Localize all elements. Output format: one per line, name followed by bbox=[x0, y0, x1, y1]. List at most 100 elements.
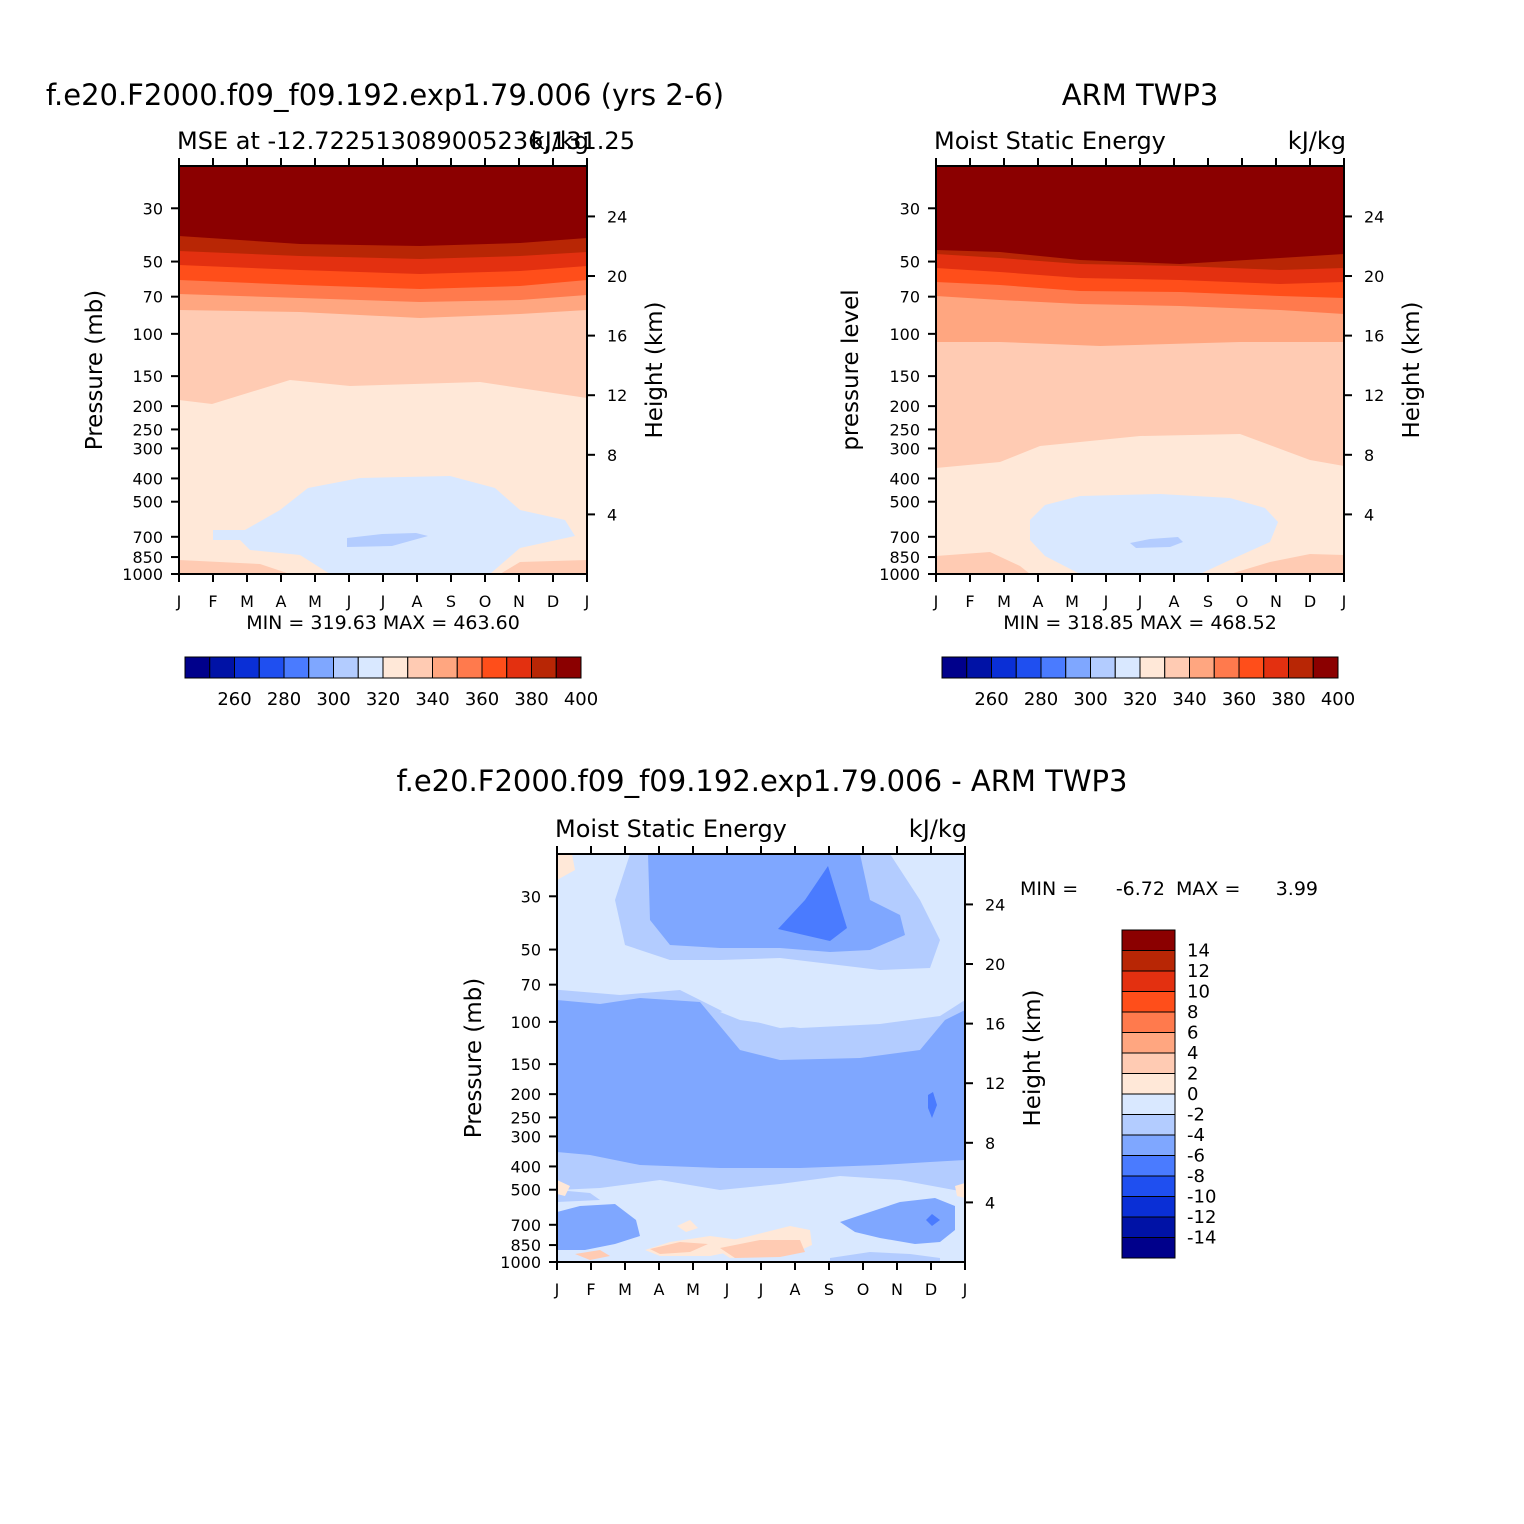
colorbar-box bbox=[1121, 1216, 1176, 1238]
x-tick-label: M bbox=[997, 592, 1011, 611]
contour-fill-neg8-small bbox=[928, 1092, 937, 1118]
contour-fill-neg6-low-left bbox=[557, 1204, 640, 1250]
colorbar-label: 4 bbox=[1187, 1043, 1198, 1064]
contour-fill-neg8-low bbox=[926, 1214, 940, 1226]
colorbar-label: 320 bbox=[1123, 689, 1157, 710]
colorbar-label: 2 bbox=[1187, 1064, 1198, 1085]
y-right-tick-label: 4 bbox=[1364, 505, 1374, 524]
y-tick-label: 300 bbox=[510, 1127, 541, 1146]
colorbar-box bbox=[1238, 656, 1265, 679]
colorbar-label: 400 bbox=[564, 689, 598, 710]
x-tick-label: M bbox=[240, 592, 254, 611]
colorbar-box bbox=[357, 656, 384, 679]
panel-diff-title: f.e20.F2000.f09_f09.192.exp1.79.006 - AR… bbox=[397, 764, 1128, 798]
colorbar-box bbox=[1065, 656, 1091, 679]
y-right-tick-label: 16 bbox=[985, 1015, 1005, 1034]
y-tick-label: 850 bbox=[510, 1236, 541, 1255]
contour-fill-surface-left bbox=[936, 552, 1030, 574]
contour-fill-pos-c bbox=[677, 1220, 698, 1232]
y-tick-label: 200 bbox=[132, 397, 163, 416]
x-tick-label: A bbox=[276, 592, 287, 611]
x-tick-label: F bbox=[965, 592, 974, 611]
colorbar-label: 280 bbox=[267, 689, 301, 710]
colorbar-label: 360 bbox=[465, 689, 499, 710]
x-tick-label: J bbox=[176, 592, 182, 611]
colorbar-box bbox=[1114, 656, 1141, 679]
colorbar-box bbox=[258, 656, 285, 679]
colorbar-box bbox=[184, 656, 211, 679]
y-right-tick-label: 20 bbox=[607, 267, 627, 286]
x-tick-label: A bbox=[1169, 592, 1180, 611]
panel-obs-contours bbox=[936, 166, 1344, 574]
colorbar-label: -6 bbox=[1187, 1146, 1205, 1167]
x-tick-label: N bbox=[891, 1280, 903, 1299]
y-tick-label: 250 bbox=[132, 420, 163, 439]
contour-fill-320 bbox=[347, 533, 428, 547]
y-tick-label: 500 bbox=[510, 1181, 541, 1200]
contour-fill-pos-edge-right bbox=[955, 1183, 965, 1198]
contour-fill-neg4-surface bbox=[830, 1252, 940, 1262]
x-tick-label: J bbox=[1103, 592, 1109, 611]
colorbar-label: 280 bbox=[1024, 689, 1058, 710]
colorbar-box bbox=[1164, 656, 1190, 679]
x-tick-label: O bbox=[1236, 592, 1249, 611]
y-tick-label: 200 bbox=[510, 1085, 541, 1104]
colorbar-box bbox=[1312, 656, 1339, 679]
contour-fill-400b bbox=[179, 166, 587, 246]
y-right-tick-label: 24 bbox=[1364, 207, 1384, 226]
y-right-tick-label: 12 bbox=[607, 386, 627, 405]
x-tick-label: F bbox=[586, 1280, 595, 1299]
x-tick-label: M bbox=[308, 592, 322, 611]
colorbar-box bbox=[1090, 656, 1116, 679]
colorbar-box bbox=[481, 656, 508, 679]
y-right-tick-label: 20 bbox=[985, 955, 1005, 974]
y-tick-label: 1000 bbox=[500, 1253, 541, 1272]
y-right-tick-label: 20 bbox=[1364, 267, 1384, 286]
colorbar-box bbox=[1288, 656, 1314, 679]
x-tick-label: J bbox=[1137, 592, 1143, 611]
colorbar-box bbox=[966, 656, 992, 679]
x-tick-label: F bbox=[208, 592, 217, 611]
y-right-tick-label: 4 bbox=[607, 505, 617, 524]
colorbar-box bbox=[1121, 950, 1176, 972]
colorbar-box bbox=[1189, 656, 1215, 679]
colorbar-box bbox=[1213, 656, 1240, 679]
x-tick-label: A bbox=[1033, 592, 1044, 611]
panel-obs-minmax: MIN = 318.85 MAX = 468.52 bbox=[1003, 612, 1277, 634]
x-tick-label: M bbox=[686, 1280, 700, 1299]
x-tick-label: A bbox=[790, 1280, 801, 1299]
contour-fill-330 bbox=[213, 476, 575, 574]
y-tick-label: 400 bbox=[510, 1157, 541, 1176]
x-tick-label: N bbox=[513, 592, 525, 611]
y-tick-label: 150 bbox=[510, 1055, 541, 1074]
x-tick-label: J bbox=[584, 592, 590, 611]
colorbar-label: 380 bbox=[1271, 689, 1305, 710]
colorbar-box bbox=[991, 656, 1017, 679]
contour-fill-neg6-main bbox=[557, 998, 965, 1168]
panel-obs-ylabel: pressure level bbox=[838, 289, 864, 450]
x-tick-label: N bbox=[1270, 592, 1282, 611]
panel-diff: f.e20.F2000.f09_f09.192.exp1.79.006 - AR… bbox=[397, 764, 1319, 1299]
contour-fill-pos-corner bbox=[557, 854, 575, 880]
y-tick-label: 500 bbox=[132, 493, 163, 512]
y-tick-label: 400 bbox=[889, 469, 920, 488]
colorbar-label: 340 bbox=[415, 689, 449, 710]
panel-diff-contours bbox=[557, 854, 965, 1262]
panel-diff-ylabel: Pressure (mb) bbox=[461, 978, 487, 1138]
colorbar-box bbox=[432, 656, 458, 679]
y-tick-label: 1000 bbox=[879, 565, 920, 584]
panel-model: f.e20.F2000.f09_f09.192.exp1.79.006 (yrs… bbox=[46, 78, 724, 710]
panel-model-ylabel-right: Height (km) bbox=[642, 301, 668, 438]
panel-model-subtitle-left: MSE at -12.722513089005236,131.25 bbox=[177, 127, 635, 155]
panel-obs-ylabel-right: Height (km) bbox=[1399, 301, 1425, 438]
colorbar-box bbox=[555, 656, 582, 679]
colorbar-box bbox=[209, 656, 235, 679]
colorbar-box bbox=[1121, 991, 1176, 1013]
panel-diff-min-value: -6.72 bbox=[1116, 878, 1165, 900]
